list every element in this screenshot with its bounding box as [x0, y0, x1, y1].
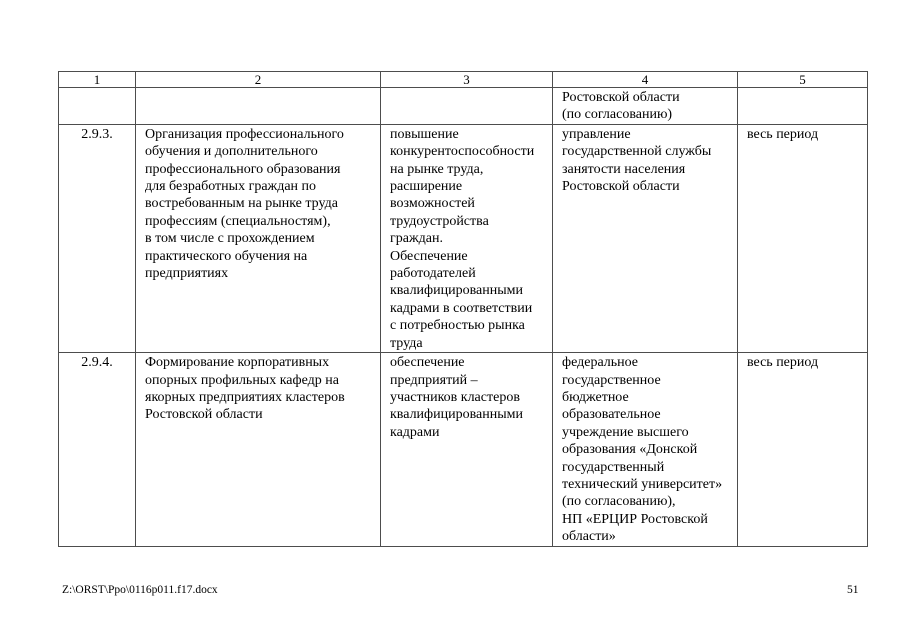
- table-header-row: 1 2 3 4 5: [58, 71, 868, 88]
- column-header-4: 4: [552, 71, 738, 88]
- cell-executor: Ростовской области (по согласованию): [552, 87, 738, 125]
- cell-result: [380, 87, 553, 125]
- cell-result: обеспечение предприятий – участников кла…: [380, 352, 553, 547]
- cell-period: весь период: [737, 123, 868, 354]
- cell-period: весь период: [737, 352, 868, 547]
- cell-number: [58, 87, 136, 125]
- table-row-2-9-4: 2.9.4. Формирование корпоративных опорны…: [58, 352, 868, 547]
- activities-table: 1 2 3 4 5 Ростовской области (по согласо…: [58, 71, 868, 547]
- cell-activity: [135, 87, 381, 125]
- cell-activity: Формирование корпоративных опорных профи…: [135, 352, 381, 547]
- cell-period: [737, 87, 868, 125]
- cell-number: 2.9.3.: [58, 123, 136, 354]
- cell-executor: федеральное государственное бюджетное об…: [552, 352, 738, 547]
- cell-result: повышение конкурентоспособности на рынке…: [380, 123, 553, 354]
- column-header-2: 2: [135, 71, 381, 88]
- table-row-2-9-3: 2.9.3. Организация профессионального обу…: [58, 123, 868, 354]
- column-header-1: 1: [58, 71, 136, 88]
- column-header-3: 3: [380, 71, 553, 88]
- cell-number: 2.9.4.: [58, 352, 136, 547]
- cell-activity: Организация профессионального обучения и…: [135, 123, 381, 354]
- footer-file-path: Z:\ORST\Ppo\0116p011.f17.docx: [62, 584, 218, 596]
- column-header-5: 5: [737, 71, 868, 88]
- page-number: 51: [847, 584, 859, 596]
- cell-executor: управление государственной службы занято…: [552, 123, 738, 354]
- table-row-continuation: Ростовской области (по согласованию): [58, 87, 868, 125]
